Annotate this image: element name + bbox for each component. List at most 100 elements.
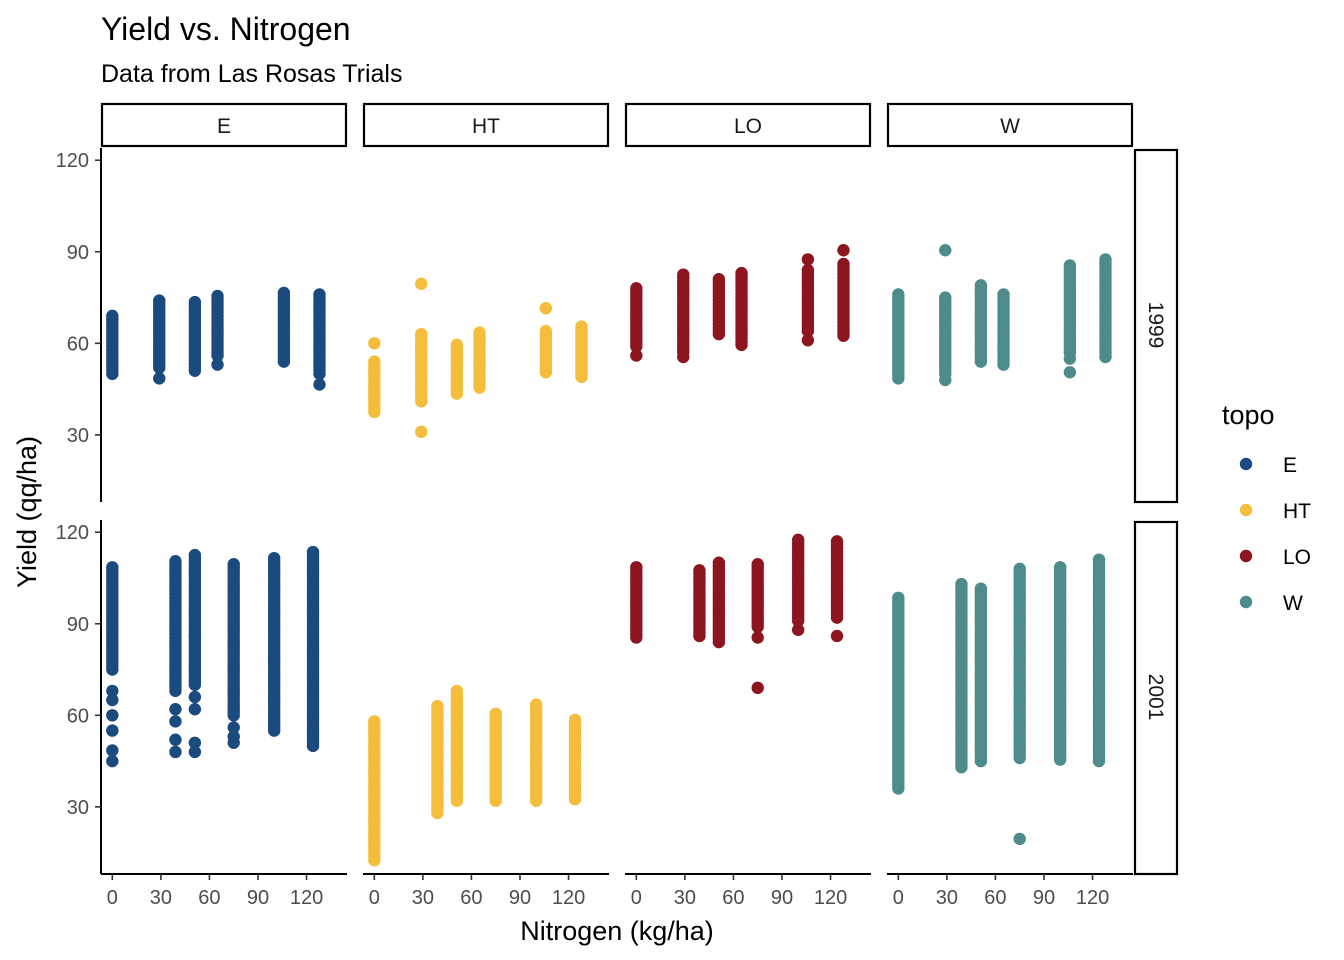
data-point [837,244,850,257]
x-tick-label: 60 [198,887,220,909]
data-point [415,277,428,291]
facet-strip-label: LO [734,115,762,138]
facet-strip-lo [624,102,872,148]
data-point [1013,562,1026,576]
data-point [712,556,726,569]
data-point [227,558,240,571]
data-point [830,629,844,643]
x-tick-label: 0 [107,887,118,909]
data-point [368,715,381,728]
data-point [801,334,815,347]
facet-strip-1999 [1133,148,1179,504]
data-point [188,629,202,643]
facet-strip-w [886,102,1134,148]
data-point [431,699,444,713]
data-point [188,745,202,759]
data-point [489,707,502,720]
data-point [211,358,224,371]
facet-strip-2001 [1133,520,1179,876]
data-point [1063,366,1077,379]
data-point [997,288,1010,301]
data-point [801,263,815,277]
data-point [368,355,381,368]
data-point [539,302,553,315]
data-point [450,684,464,698]
x-tick-label: 120 [1076,887,1109,909]
x-tick-label: 30 [412,887,434,909]
data-point [153,294,166,307]
data-point [830,535,844,548]
data-point [1013,832,1026,846]
data-point [751,631,764,644]
facet-strip-ht [362,102,610,148]
x-tick-label: 30 [674,887,696,909]
data-point [188,548,202,562]
y-tick-label: 30 [67,425,89,447]
data-point [106,561,119,574]
data-point [306,545,320,559]
data-point [974,279,988,292]
x-tick-label: 0 [631,887,642,909]
data-point [169,715,182,728]
panel-lo-2001 [630,533,844,695]
data-point [801,253,815,266]
x-tick-label: 30 [150,887,172,909]
x-tick-label: 90 [1033,887,1055,909]
data-point [313,288,326,301]
x-tick-label: 90 [509,887,531,909]
data-point [837,257,850,271]
y-tick-label: 30 [67,797,89,819]
data-point [712,273,726,286]
facet-strip-label: W [1000,115,1020,138]
y-tick-label: 60 [67,705,89,727]
panel-ht-1999 [368,277,588,439]
facet-strip-e [100,102,348,148]
data-point [677,350,690,364]
x-tick-label: 0 [369,887,380,909]
data-point [473,326,486,339]
data-point [277,286,291,300]
data-point [575,320,588,333]
data-point [539,324,553,338]
x-tick-label: 120 [290,887,323,909]
data-point [368,337,381,350]
facet-strip-label: 2001 [1144,674,1167,721]
facet-strip-label: HT [472,115,500,138]
legend-label: HT [1283,500,1311,523]
data-point [735,266,748,280]
x-tick-label: 0 [893,887,904,909]
data-point [188,295,202,309]
panel-e-1999 [106,286,326,391]
x-tick-label: 120 [814,887,847,909]
facet-panels: E HT LO W 1999 2001 30 60 90 120 30 60 90 120 0 30 60 90 1… [56,102,1179,909]
data-point [106,744,119,757]
y-tick-label: 120 [56,522,89,544]
data-point [693,564,706,577]
data-point [751,681,764,695]
data-point [1053,561,1067,574]
x-tick-label: 120 [552,887,585,909]
data-point [1092,553,1106,566]
panel-w-1999 [892,244,1112,387]
data-point [188,703,202,716]
data-point [153,372,166,385]
data-point [1099,253,1112,266]
data-point [106,684,119,698]
data-point [450,338,464,352]
data-point [630,349,643,362]
data-point [106,693,119,707]
panel-lo-1999 [630,244,850,364]
data-point [955,577,968,591]
data-point [415,327,428,341]
facet-strip-label: 1999 [1144,302,1167,349]
data-point [677,268,690,281]
data-point [939,291,952,304]
data-point [169,733,182,746]
x-tick-label: 90 [247,887,269,909]
y-tick-label: 90 [67,614,89,636]
panel-w-2001 [892,553,1106,846]
data-point [267,551,281,565]
data-point [227,721,240,734]
data-point [939,244,952,257]
